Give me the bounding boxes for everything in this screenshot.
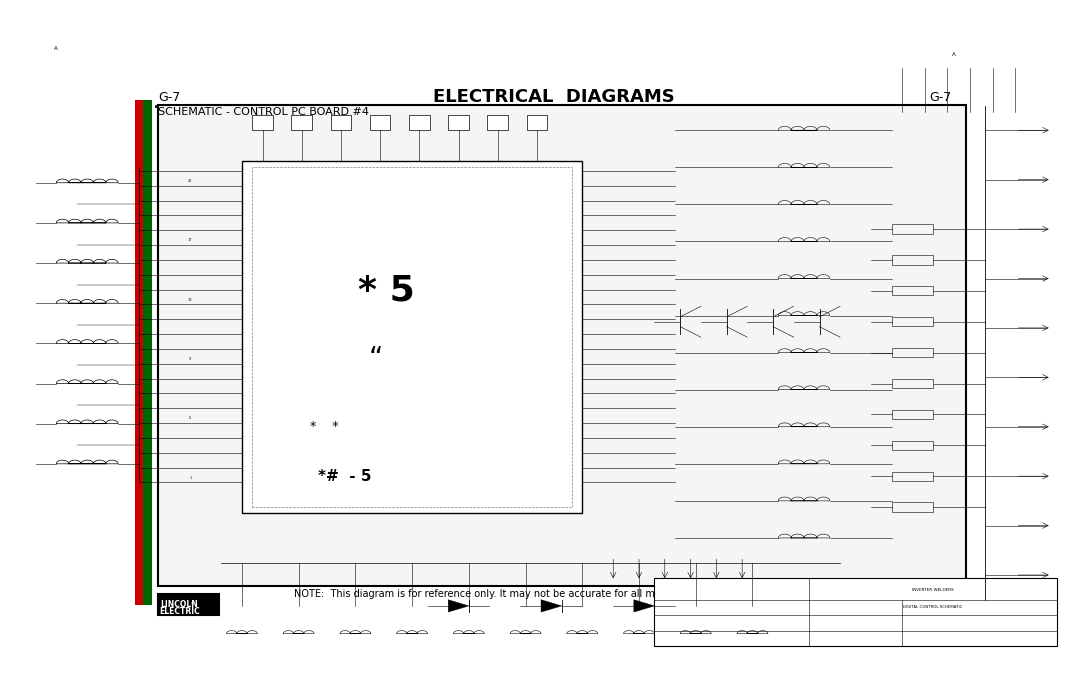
Bar <box>892 503 933 512</box>
Text: ELECTRIC: ELECTRIC <box>159 607 200 616</box>
Bar <box>159 105 967 586</box>
Text: Return to Master TOC: Return to Master TOC <box>145 480 150 548</box>
Text: 13: 13 <box>188 298 192 302</box>
Bar <box>448 114 469 131</box>
Text: NOTE:  This diagram is for reference only. It may not be accurate for all machin: NOTE: This diagram is for reference only… <box>294 589 813 600</box>
Bar <box>253 168 572 507</box>
Bar <box>292 114 312 131</box>
Text: 21: 21 <box>188 179 192 183</box>
Text: Return to Master TOC: Return to Master TOC <box>145 265 150 333</box>
Bar <box>892 379 933 388</box>
Bar <box>654 578 1056 646</box>
Bar <box>487 114 508 131</box>
Bar <box>159 595 218 615</box>
Text: Return to Section TOC: Return to Section TOC <box>137 371 141 441</box>
Bar <box>144 100 151 605</box>
Text: V350-PRO: V350-PRO <box>888 604 951 617</box>
Text: A: A <box>951 52 956 57</box>
Text: 9: 9 <box>189 357 191 361</box>
Text: Return to Master TOC: Return to Master TOC <box>145 147 150 214</box>
Text: *    *: * * <box>310 420 339 433</box>
Text: INVERTER WELDERS: INVERTER WELDERS <box>913 588 954 593</box>
Text: ELECTRICAL  DIAGRAMS: ELECTRICAL DIAGRAMS <box>433 88 674 106</box>
Bar <box>892 286 933 295</box>
Bar <box>330 114 351 131</box>
Bar <box>892 472 933 481</box>
Text: Return to Section TOC: Return to Section TOC <box>137 479 141 549</box>
Text: 5: 5 <box>189 416 191 420</box>
Text: “: “ <box>368 345 383 373</box>
Bar <box>242 161 582 513</box>
Bar <box>892 225 933 234</box>
Text: SCHEMATIC - CONTROL PC BOARD #4: SCHEMATIC - CONTROL PC BOARD #4 <box>159 107 369 117</box>
Bar <box>253 114 273 131</box>
Bar <box>892 440 933 450</box>
Bar <box>369 114 391 131</box>
Text: *#  - 5: *# - 5 <box>319 468 372 484</box>
Text: ®: ® <box>189 602 193 607</box>
Text: Return to Section TOC: Return to Section TOC <box>137 146 141 216</box>
Text: LINCOLN: LINCOLN <box>161 600 199 609</box>
Text: DIGITAL CONTROL SCHEMATIC: DIGITAL CONTROL SCHEMATIC <box>903 605 962 609</box>
Text: 1: 1 <box>189 475 191 480</box>
Polygon shape <box>541 600 562 612</box>
Bar <box>892 410 933 419</box>
Text: Return to Section TOC: Return to Section TOC <box>137 264 141 334</box>
Text: Return to Master TOC: Return to Master TOC <box>145 372 150 440</box>
Bar <box>527 114 548 131</box>
Text: 17: 17 <box>188 239 192 242</box>
Polygon shape <box>634 600 654 612</box>
Polygon shape <box>448 600 469 612</box>
Bar <box>409 114 430 131</box>
Bar <box>135 100 144 605</box>
Text: G-7: G-7 <box>159 91 180 104</box>
Text: * 5: * 5 <box>357 274 415 308</box>
Bar <box>892 348 933 357</box>
Text: G-7: G-7 <box>929 91 951 104</box>
Bar <box>892 317 933 327</box>
Bar <box>892 255 933 265</box>
Text: A: A <box>54 46 58 51</box>
